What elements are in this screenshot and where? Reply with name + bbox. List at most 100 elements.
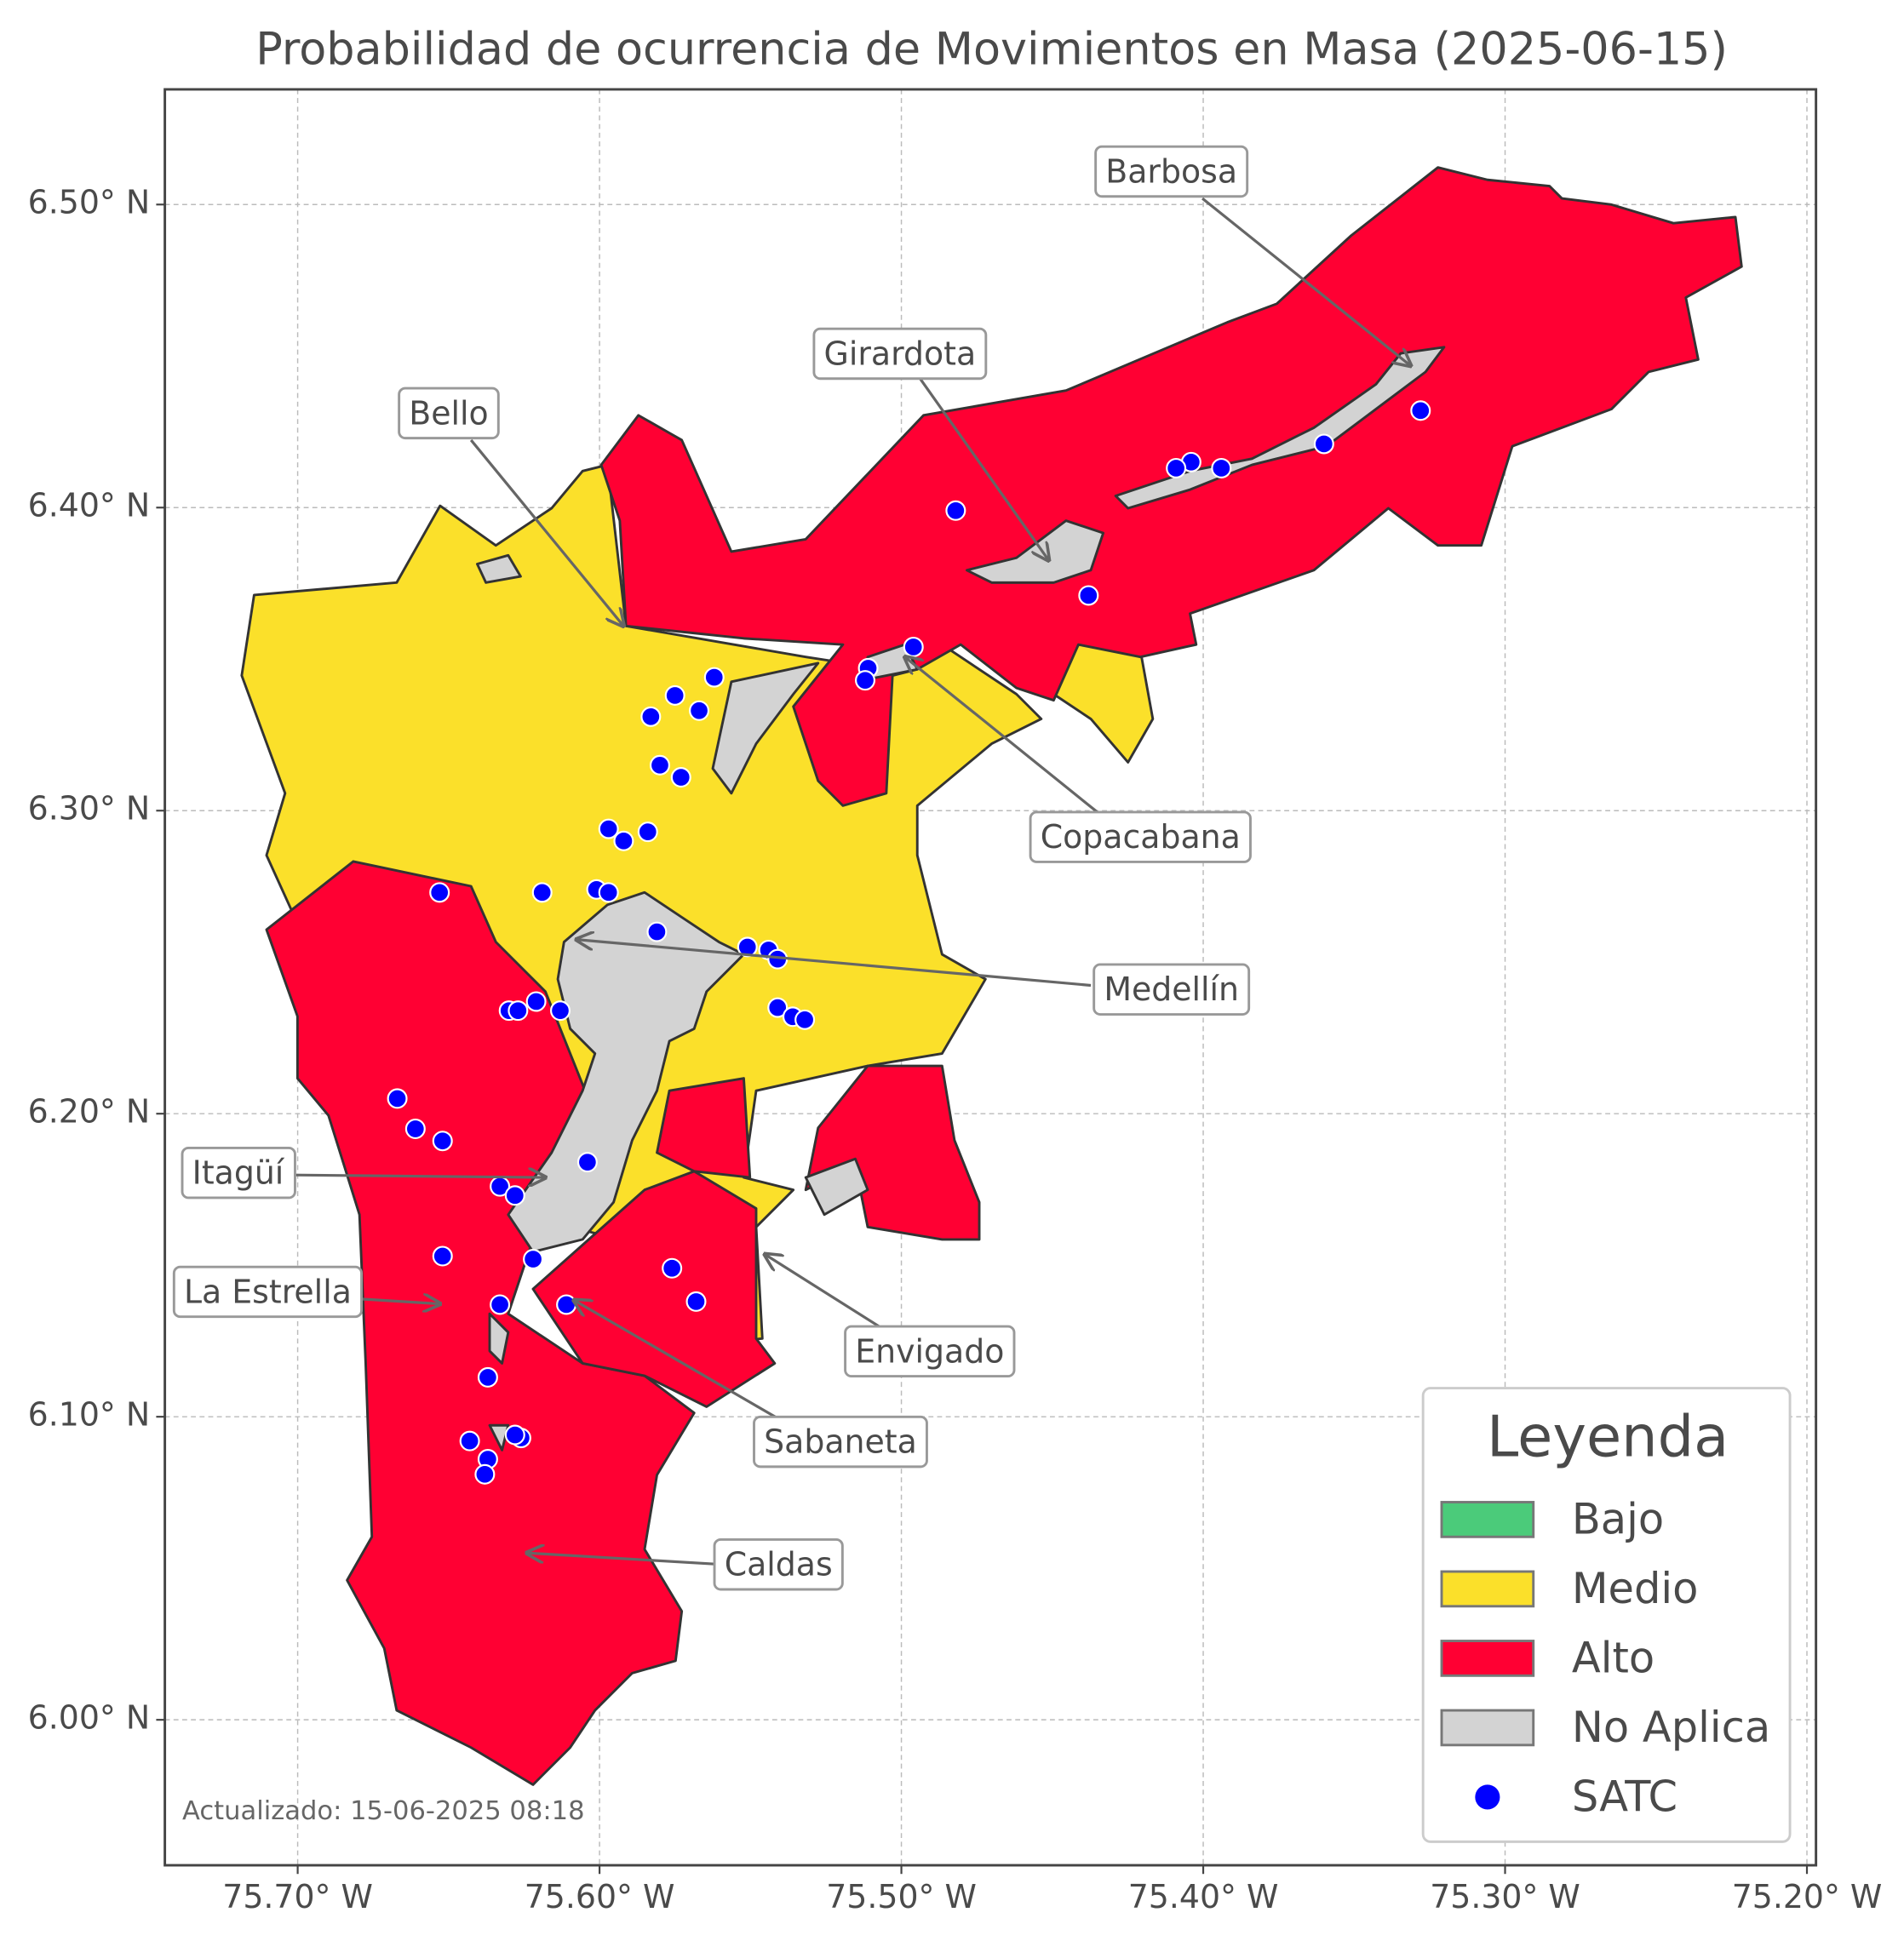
legend-label: Medio [1572, 1564, 1699, 1613]
annotation-box [1094, 145, 1249, 198]
legend: Leyenda Bajo Medio Alto No Aplica SATC [1421, 1387, 1792, 1843]
satc-point [508, 1000, 529, 1022]
annotation-arrow [918, 377, 1048, 560]
annotation-box [1093, 963, 1251, 1016]
satc-point [689, 700, 710, 721]
satc-point [1166, 457, 1187, 478]
legend-label: Bajo [1572, 1494, 1664, 1543]
x-tick-label: 75.60° W [525, 1878, 675, 1915]
annotation-label: Girardota [824, 335, 977, 372]
satc-point [670, 767, 691, 788]
legend-marker [1475, 1784, 1500, 1810]
satc-point [432, 1245, 453, 1267]
region [804, 1157, 869, 1217]
satc-point [903, 636, 924, 657]
satc-point [613, 830, 634, 851]
satc-point [703, 667, 725, 688]
satc-point [737, 936, 758, 958]
satc-point [531, 882, 553, 903]
satc-point [474, 1463, 496, 1485]
annotation-arrow [527, 1553, 717, 1566]
annotation-label: Itagüí [192, 1154, 285, 1192]
y-tick-label: 6.10° N [28, 1396, 150, 1434]
satc-point [767, 997, 789, 1018]
satc-point [646, 921, 668, 942]
satc-point [490, 1294, 511, 1315]
annotation-arrow [359, 1299, 440, 1304]
satc-point [432, 1131, 453, 1152]
x-tick-label: 75.40° W [1128, 1878, 1279, 1915]
x-tick-label: 75.70° W [222, 1878, 373, 1915]
legend-label: Alto [1572, 1633, 1655, 1682]
annotations: Barbosa Girardota Bello Copacabana Medellín I… [172, 145, 1411, 1591]
annotation-box [713, 1537, 844, 1591]
annotation-arrow [765, 1254, 884, 1331]
satc-point [662, 1257, 683, 1279]
region [711, 661, 820, 795]
region [507, 890, 745, 1253]
legend-swatch [1440, 1501, 1535, 1538]
regions [240, 166, 1743, 1786]
y-tick-label: 6.50° N [28, 184, 150, 221]
region [488, 1423, 510, 1451]
satc-point [1410, 400, 1431, 421]
satc-point [459, 1430, 480, 1451]
y-tick-label: 6.40° N [28, 487, 150, 524]
annotation-arrow [905, 657, 1098, 813]
map-title: Probabilidad de ocurrencia de Movimiento… [255, 23, 1728, 75]
region [531, 1170, 777, 1408]
annotation-label: La Estrella [184, 1273, 352, 1310]
x-tick-label: 75.50° W [826, 1878, 977, 1915]
satc-point [556, 1294, 577, 1315]
y-tick-label: 6.00° N [28, 1699, 150, 1737]
annotation-arrow [574, 1300, 784, 1423]
satc-point [794, 1009, 816, 1030]
satc-point [429, 882, 450, 903]
region [656, 1077, 752, 1179]
region [804, 1064, 981, 1241]
x-tick-label: 75.20° W [1732, 1878, 1883, 1915]
x-tick-label: 75.30° W [1430, 1878, 1580, 1915]
satc-point [404, 1118, 426, 1140]
annotation-label: Sabaneta [764, 1423, 917, 1461]
legend-title: Leyenda [1487, 1403, 1729, 1469]
ticks: 75.70° W 75.60° W 75.50° W 75.40° W 75.30° W… [28, 184, 1883, 1915]
axes-frame [163, 88, 1818, 1867]
satc-point [525, 991, 547, 1012]
annotation-box [1029, 810, 1252, 863]
satc-point [945, 500, 966, 521]
satc-point [387, 1088, 408, 1109]
y-tick-label: 6.20° N [28, 1093, 150, 1131]
satc-point [504, 1185, 525, 1206]
satc-point [1211, 457, 1232, 478]
annotation-box [181, 1146, 296, 1200]
satc-point [598, 818, 619, 839]
satc-point [855, 670, 876, 691]
footnote: Actualizado: 15-06-2025 08:18 [182, 1796, 585, 1826]
satc-point [1313, 433, 1334, 455]
annotation-label: Barbosa [1105, 152, 1237, 190]
annotation-arrow [469, 438, 623, 626]
satc-point [637, 822, 658, 843]
annotation-label: Medellín [1104, 970, 1239, 1008]
legend-label: No Aplica [1572, 1703, 1770, 1752]
annotation-arrow [576, 940, 1092, 988]
satc-point [598, 882, 619, 903]
annotation-label: Caldas [725, 1546, 833, 1583]
legend-swatch [1440, 1709, 1535, 1747]
legend-label: SATC [1572, 1772, 1677, 1821]
satc-point [549, 1000, 571, 1022]
annotation-box [812, 327, 988, 381]
satc-point [1078, 585, 1099, 606]
annotation-label: Bello [409, 394, 488, 432]
annotation-arrow [1201, 197, 1411, 366]
satc-point [664, 684, 685, 706]
annotation-arrow [291, 1175, 545, 1177]
annotation-label: Copacabana [1041, 818, 1241, 856]
annotation-label: Envigado [855, 1332, 1004, 1370]
satc-point [504, 1424, 525, 1446]
satc-point [640, 706, 662, 727]
legend-swatch [1440, 1640, 1535, 1677]
annotation-box [172, 1265, 363, 1319]
